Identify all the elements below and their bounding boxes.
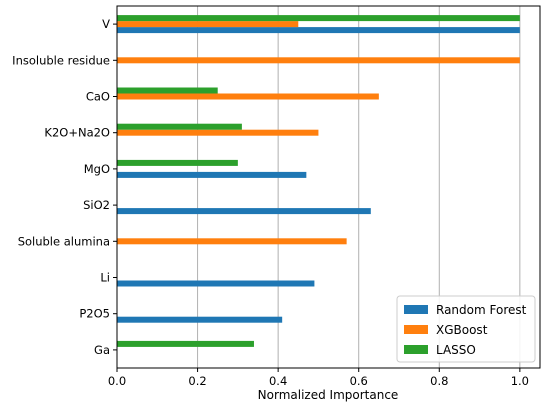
bar-random-forest-mgo: [117, 171, 307, 178]
y-tick-label: K2O+Na2O: [44, 126, 110, 140]
legend-label: LASSO: [436, 343, 476, 357]
y-tick-label: CaO: [86, 90, 110, 104]
x-tick-label: 0.8: [430, 374, 448, 388]
bar-lasso-mgo: [117, 159, 238, 166]
legend-frame: [396, 295, 536, 363]
y-tick-label: SiO2: [83, 198, 110, 212]
y-tick-label: Li: [100, 271, 110, 285]
bars-layer: [117, 15, 520, 347]
x-tick-label: 0.6: [350, 374, 368, 388]
plot-frame: [116, 5, 541, 369]
x-tick-label: 1.0: [511, 374, 529, 388]
bar-xgboost-cao: [117, 93, 379, 100]
bar-lasso-v: [117, 15, 520, 22]
x-tick-label: 0.4: [269, 374, 287, 388]
bar-lasso-cao: [117, 87, 218, 94]
bar-xgboost-k2o-na2o: [117, 129, 319, 136]
legend-label: Random Forest: [436, 303, 527, 317]
bar-random-forest-sio2: [117, 208, 371, 215]
bar-xgboost-v: [117, 21, 299, 28]
bar-xgboost-insoluble-residue: [117, 57, 520, 64]
y-tick-label: Soluble alumina: [18, 234, 110, 248]
y-tick-label: Insoluble residue: [12, 53, 110, 67]
bar-lasso-k2o-na2o: [117, 123, 242, 130]
legend-swatch: [404, 305, 428, 314]
y-tick-label: MgO: [84, 162, 110, 176]
x-axis-title: Normalized Importance: [258, 388, 399, 402]
legend: Random Forest XGBoost LASSO: [396, 295, 536, 363]
x-tick-label: 0.2: [188, 374, 206, 388]
legend-swatch: [404, 345, 428, 354]
legend-swatch: [404, 325, 428, 334]
bar-random-forest-li: [117, 280, 315, 287]
y-tick-label: V: [102, 17, 110, 31]
y-tick-label: P2O5: [79, 307, 110, 321]
x-axis-ticks: 0.0 0.2 0.4 0.6 0.8 1.0: [108, 368, 529, 388]
legend-label: XGBoost: [436, 323, 488, 337]
bar-lasso-ga: [117, 340, 254, 347]
bar-random-forest-p2o5: [117, 316, 283, 323]
bar-random-forest-v: [117, 27, 520, 34]
y-tick-label: Ga: [94, 343, 110, 357]
y-axis-ticks: V Insoluble residue CaO K2O+Na2O MgO SiO2 Solu…: [12, 17, 117, 357]
bar-xgboost-soluble-alumina: [117, 238, 347, 245]
x-tick-label: 0.0: [108, 374, 126, 388]
